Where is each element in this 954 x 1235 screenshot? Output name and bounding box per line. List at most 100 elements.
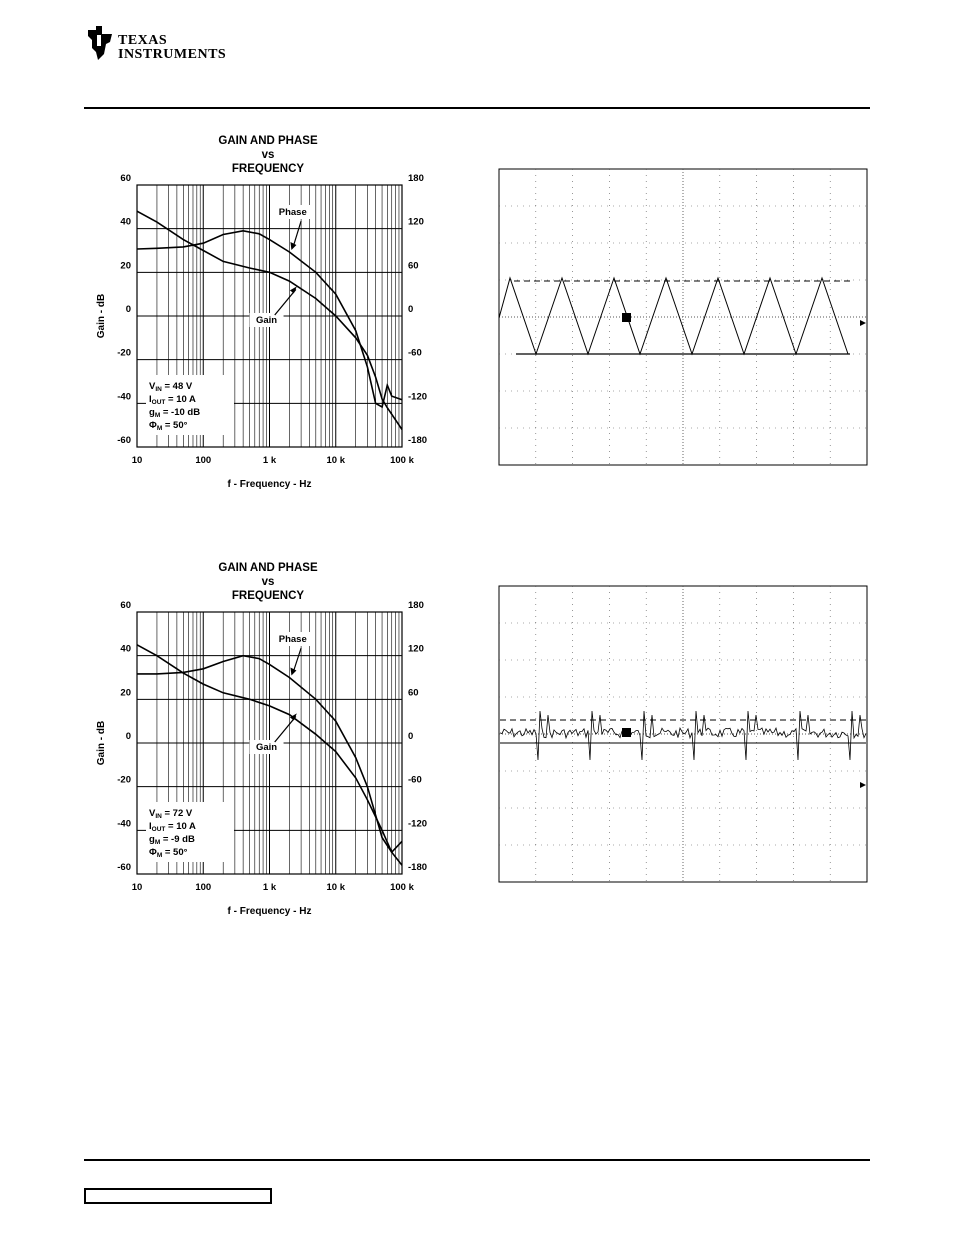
y2-tick-label: 60 (408, 687, 419, 698)
condition-symbol: Φ (149, 420, 157, 431)
x-tick-label: 100 (195, 882, 211, 893)
logo-line-1: Texas (118, 33, 168, 48)
scope-level-arrow-icon (860, 782, 866, 788)
footer-rule (84, 1159, 870, 1161)
y2-tick-label: 0 (408, 304, 413, 315)
gain-arrow (274, 289, 297, 316)
header-rule (84, 107, 870, 109)
condition-value: = 10 A (165, 821, 196, 832)
x-tick-label: 1 k (263, 455, 277, 466)
footer-box (84, 1188, 272, 1204)
condition-line: VIN = 72 V (149, 808, 193, 820)
series-gain-line (136, 644, 403, 866)
condition-value: = -9 dB (160, 834, 195, 845)
chart-2-title-line-1: GAIN AND PHASE (218, 562, 318, 574)
y2-tick-label: -60 (408, 348, 422, 359)
gain-annotation: Gain (256, 315, 277, 326)
chart-1-svg: 60 40 20 0 -20 -40 -60 180 120 60 0 -60 -120 -180 10 10… (96, 173, 427, 490)
scope-ripple-trace (499, 710, 867, 761)
condition-value: = 72 V (162, 808, 193, 819)
condition-value: = 48 V (162, 381, 193, 392)
condition-symbol: V (149, 381, 156, 392)
y-tick-label: -20 (117, 348, 131, 359)
y2-tick-label: 180 (408, 600, 424, 611)
condition-subscript: M (157, 425, 162, 432)
chart-1-title-line-3: FREQUENCY (231, 163, 305, 175)
condition-symbol: Φ (149, 847, 157, 858)
phase-arrowhead (290, 667, 297, 676)
y-tick-label: -40 (117, 391, 131, 402)
y-tick-label: -40 (117, 818, 131, 829)
ti-logo-mark-icon (88, 26, 112, 60)
condition-symbol: I (149, 394, 152, 405)
y2-tick-label: 180 (408, 173, 424, 184)
chart-2-title-line-3: FREQUENCY (231, 590, 305, 602)
chart-1-title-line-1: GAIN AND PHASE (218, 135, 318, 147)
condition-line: ΦM = 50° (149, 420, 188, 432)
x-tick-label: 100 (195, 455, 211, 466)
phase-arrow (292, 647, 302, 672)
bode-plot-2: GAIN AND PHASE vs FREQUENCY 60 40 20 0 -20 -4… (90, 557, 430, 927)
chart-2-svg: 60 40 20 0 -20 -40 -60 180 120 60 0 -60 -120 -180 10 10… (96, 600, 427, 917)
y2-tick-label: -120 (408, 391, 427, 402)
y-tick-label: 40 (120, 217, 131, 228)
ti-logo: Texas Instruments (86, 24, 226, 66)
y-tick-label: 60 (120, 600, 131, 611)
gain-arrow (274, 716, 297, 743)
x-axis-label: f - Frequency - Hz (228, 906, 312, 917)
x-axis-label: f - Frequency - Hz (228, 479, 312, 490)
y2-tick-label: -60 (408, 775, 422, 786)
condition-line: gM = -10 dB (149, 407, 200, 419)
x-tick-label: 10 (132, 455, 143, 466)
condition-line: VIN = 48 V (149, 381, 193, 393)
y-tick-label: 20 (120, 260, 131, 271)
y2-tick-label: 0 (408, 731, 413, 742)
condition-symbol: I (149, 821, 152, 832)
y2-tick-label: 120 (408, 644, 424, 655)
scope-trigger-marker (622, 728, 631, 737)
scope-triangle-wave (498, 276, 849, 356)
y-tick-label: -60 (117, 862, 131, 873)
oscilloscope-trace-2 (498, 585, 868, 883)
y-axis-label: Gain - dB (96, 721, 107, 765)
condition-symbol: g (149, 834, 155, 845)
condition-subscript: M (157, 852, 162, 859)
scope-level-arrow-icon (860, 320, 866, 326)
phase-arrowhead (290, 241, 297, 250)
condition-line: IOUT = 10 A (149, 394, 196, 406)
y-tick-label: 60 (120, 173, 131, 184)
y2-tick-label: -120 (408, 818, 427, 829)
conditions-box (146, 802, 234, 862)
condition-line: gM = -9 dB (149, 834, 195, 846)
chart-1-title-line-2: vs (261, 149, 275, 161)
logo-line-2: Instruments (118, 47, 227, 62)
y-tick-label: 20 (120, 687, 131, 698)
series-gain-line (136, 210, 403, 430)
condition-symbol: g (149, 407, 155, 418)
condition-value: = 10 A (165, 394, 196, 405)
y-tick-label: -60 (117, 435, 131, 446)
chart-1-title: GAIN AND PHASE vs FREQUENCY (168, 134, 368, 176)
bode-plot-1: GAIN AND PHASE vs FREQUENCY 60 40 20 0 -20 -4… (90, 130, 430, 500)
condition-symbol: V (149, 808, 156, 819)
condition-subscript: IN (155, 813, 162, 820)
gain-label-bg (249, 313, 284, 327)
condition-value: = 50° (162, 847, 187, 858)
x-tick-label: 10 (132, 882, 143, 893)
condition-value: = 50° (162, 420, 187, 431)
chart-2-title-line-2: vs (261, 576, 275, 588)
phase-arrow (292, 220, 302, 247)
series-phase-line (136, 229, 403, 409)
y2-tick-label: -180 (408, 862, 427, 873)
x-tick-label: 100 k (390, 455, 414, 466)
condition-subscript: OUT (152, 826, 166, 833)
condition-value: = -10 dB (160, 407, 200, 418)
phase-annotation: Phase (279, 634, 307, 645)
y2-tick-label: 120 (408, 217, 424, 228)
plot-frame (136, 184, 403, 448)
condition-subscript: OUT (152, 399, 166, 406)
x-tick-label: 1 k (263, 882, 277, 893)
condition-line: ΦM = 50° (149, 847, 188, 859)
y2-tick-label: -180 (408, 435, 427, 446)
gain-arrowhead (289, 713, 297, 721)
